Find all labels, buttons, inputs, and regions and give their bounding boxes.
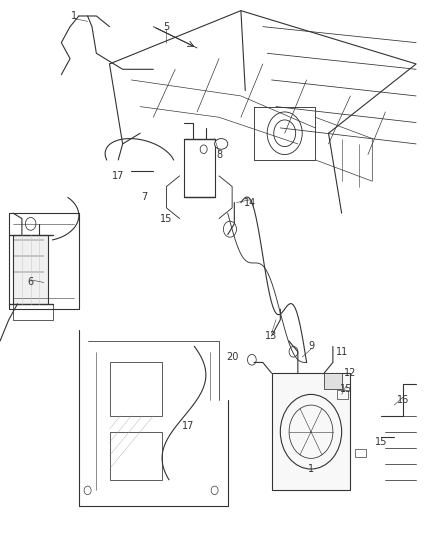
Text: 17: 17 — [112, 171, 124, 181]
Text: 20: 20 — [226, 352, 238, 362]
Text: 15: 15 — [160, 214, 173, 223]
Text: 1: 1 — [71, 11, 78, 21]
Text: 1: 1 — [308, 464, 314, 474]
Bar — [184, 139, 215, 197]
Circle shape — [25, 217, 36, 230]
Text: 5: 5 — [163, 22, 170, 31]
Text: 15: 15 — [340, 384, 352, 394]
Bar — [110, 432, 162, 480]
Text: 17: 17 — [182, 422, 194, 431]
Text: 9: 9 — [308, 342, 314, 351]
Bar — [110, 362, 162, 416]
Bar — [355, 449, 366, 457]
Text: 6: 6 — [28, 278, 34, 287]
Ellipse shape — [215, 139, 228, 149]
Text: 7: 7 — [141, 192, 148, 202]
Text: 12: 12 — [344, 368, 357, 378]
Text: 13: 13 — [265, 331, 278, 341]
Circle shape — [200, 145, 207, 154]
Text: 8: 8 — [216, 150, 222, 159]
Bar — [324, 373, 342, 389]
Text: 11: 11 — [336, 347, 348, 357]
Text: 16: 16 — [397, 395, 409, 405]
Bar — [13, 235, 48, 304]
Bar — [272, 373, 350, 490]
Text: 14: 14 — [244, 198, 256, 207]
Text: 15: 15 — [375, 438, 387, 447]
Bar — [337, 390, 348, 399]
